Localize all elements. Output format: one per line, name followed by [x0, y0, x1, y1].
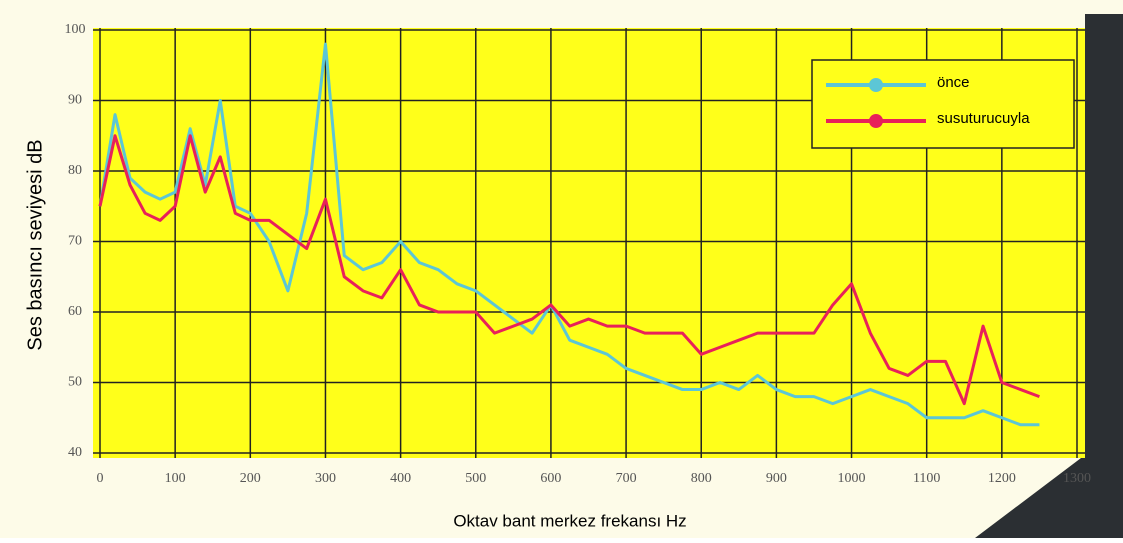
x-tick-label: 500: [465, 471, 486, 486]
y-tick-label: 60: [68, 304, 82, 319]
x-tick-label: 600: [540, 471, 561, 486]
y-tick-label: 90: [68, 93, 82, 108]
x-tick-label: 1200: [988, 471, 1016, 486]
y-axis-label: Ses basıncı seviyesi dB: [24, 139, 46, 350]
legend-box: [811, 59, 1075, 149]
legend-label: önce: [937, 74, 970, 91]
x-tick-label: 1300: [1063, 471, 1091, 486]
x-tick-label: 400: [390, 471, 411, 486]
x-tick-label: 900: [766, 471, 787, 486]
legend-marker: [869, 78, 883, 92]
dark-panel: [975, 14, 1123, 538]
x-tick-label: 200: [240, 471, 261, 486]
y-tick-label: 50: [68, 375, 82, 390]
x-axis-label: Oktav bant merkez frekansı Hz: [453, 511, 686, 530]
x-tick-label: 700: [616, 471, 637, 486]
x-tick-label: 0: [97, 471, 104, 486]
data-line: [98, 134, 1040, 406]
legend-label: susuturucuyla: [937, 110, 1030, 127]
y-tick-label: 40: [68, 445, 82, 460]
x-tick-label: 800: [691, 471, 712, 486]
y-tick-label: 80: [68, 163, 82, 178]
x-tick-label: 100: [165, 471, 186, 486]
x-tick-label: 300: [315, 471, 336, 486]
x-tick-label: 1100: [913, 471, 940, 486]
legend-marker: [869, 114, 883, 128]
y-tick-label: 70: [68, 234, 82, 249]
y-tick-label: 100: [65, 22, 86, 37]
x-tick-label: 1000: [838, 471, 866, 486]
